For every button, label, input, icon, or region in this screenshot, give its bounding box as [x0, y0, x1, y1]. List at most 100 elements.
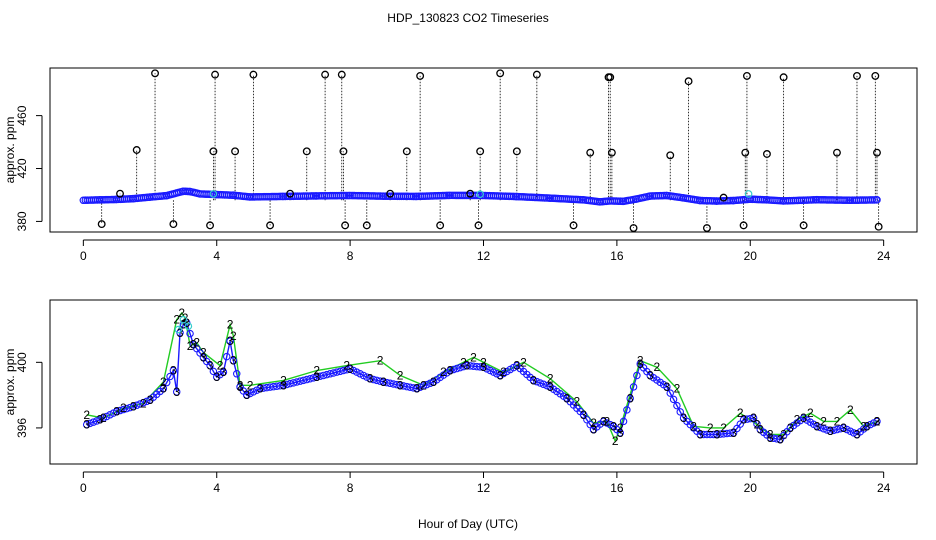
marker-label-3: 3: [463, 359, 470, 373]
marker-label-3: 3: [170, 364, 177, 378]
marker-label-3: 3: [627, 391, 634, 405]
spike-point: [362, 221, 371, 230]
spike-point: [116, 189, 124, 198]
series-line-green: [86, 311, 878, 443]
marker-label-3: 3: [447, 364, 454, 378]
bottom-point: [336, 367, 344, 376]
top-x-tick-label: 4: [213, 249, 220, 263]
bottom-point: [536, 379, 544, 387]
bottom-point: [543, 381, 551, 390]
bottom-point: [209, 367, 218, 376]
bottom-point: [666, 389, 674, 397]
marker-label-3: 3: [800, 411, 807, 425]
bottom-point: [583, 415, 591, 424]
marker-label-2: 2: [100, 411, 107, 425]
bottom-point: [136, 400, 144, 408]
bottom-point: [309, 374, 318, 382]
spike-point: [853, 71, 861, 80]
spike-point: [341, 221, 350, 230]
spike-point: [512, 147, 521, 156]
bottom-point: [286, 379, 294, 388]
spike-point: [762, 150, 771, 158]
bottom-point: [339, 366, 348, 375]
marker-label-3: 3: [130, 400, 137, 414]
bottom-x-tick-label: 0: [80, 481, 87, 495]
marker-label-2: 2: [247, 378, 254, 392]
marker-label-3: 3: [313, 370, 320, 384]
cyan-point: [744, 190, 753, 198]
marker-label-2: 2: [720, 421, 727, 435]
marker-label-3: 3: [564, 391, 571, 405]
bottom-point: [232, 370, 241, 378]
spike-point: [302, 147, 311, 156]
marker-label-3: 3: [777, 432, 784, 446]
bottom-y-tick-label: 396: [15, 418, 29, 438]
spike-point: [206, 221, 215, 230]
bottom-point: [299, 376, 308, 385]
marker-label-2: 2: [280, 373, 287, 387]
marker-label-3: 3: [730, 426, 737, 440]
bottom-point: [813, 422, 821, 431]
marker-label-2: 2: [767, 427, 774, 441]
marker-label-2: 2: [140, 396, 147, 410]
marker-label-2: 2: [470, 350, 477, 364]
bottom-point: [222, 352, 231, 361]
marker-label-2: 2: [313, 364, 320, 378]
marker-label-2: 2: [500, 365, 507, 379]
marker-label-3: 3: [547, 380, 554, 394]
marker-label-3: 3: [200, 350, 207, 364]
marker-label-3: 3: [637, 357, 644, 371]
bottom-point: [313, 373, 321, 381]
bottom-x-tick-label: 12: [477, 481, 491, 495]
marker-label-3: 3: [413, 382, 420, 396]
spike-point: [474, 221, 483, 230]
bottom-point: [419, 382, 428, 390]
top-baseline-series: [79, 187, 881, 206]
marker-label-2: 2: [737, 406, 744, 420]
bottom-point: [92, 417, 101, 425]
marker-label-2: 2: [173, 313, 180, 327]
marker-label-3: 3: [230, 354, 237, 368]
bottom-x-tick-label: 8: [347, 481, 354, 495]
bottom-point: [619, 417, 628, 426]
marker-label-3: 3: [160, 382, 167, 396]
marker-label-3: 3: [740, 413, 747, 427]
marker-label-3: 3: [600, 414, 607, 428]
marker-label-2: 2: [397, 368, 404, 382]
marker-label-3: 3: [874, 414, 881, 428]
cyan-marker: [184, 322, 193, 331]
bottom-x-tick-label: 24: [877, 481, 891, 495]
marker-label-2: 2: [847, 403, 854, 417]
bottom-point: [626, 394, 634, 403]
spike-point: [873, 148, 881, 157]
spike-point: [606, 73, 615, 82]
bottom-y-tick-label: 400: [15, 352, 29, 372]
bottom-y-axis-label: approx. ppm: [3, 349, 17, 416]
spike-point: [586, 148, 595, 157]
marker-label-3: 3: [787, 421, 794, 435]
spike-point: [266, 221, 275, 230]
spike-point: [666, 151, 675, 160]
spike-point: [871, 71, 880, 80]
marker-label-2: 2: [182, 311, 189, 325]
top-plot-frame: [49, 67, 918, 233]
bottom-point: [456, 363, 464, 372]
marker-label-2: 2: [834, 414, 841, 428]
bottom-point: [293, 378, 301, 386]
marker-label-2: 2: [690, 419, 697, 433]
bottom-point: [323, 370, 331, 379]
bottom-point: [319, 371, 328, 380]
bottom-point: [673, 401, 681, 410]
marker-label-2: 2: [200, 345, 207, 359]
marker-label-2: 2: [193, 336, 200, 350]
marker-label-2: 2: [794, 413, 801, 427]
bottom-point: [446, 366, 454, 375]
marker-label-2: 2: [480, 355, 487, 369]
bottom-point: [416, 383, 424, 391]
spike-point: [97, 220, 106, 229]
bottom-point: [676, 408, 684, 416]
bottom-point: [413, 384, 421, 393]
marker-label-3: 3: [280, 378, 287, 392]
